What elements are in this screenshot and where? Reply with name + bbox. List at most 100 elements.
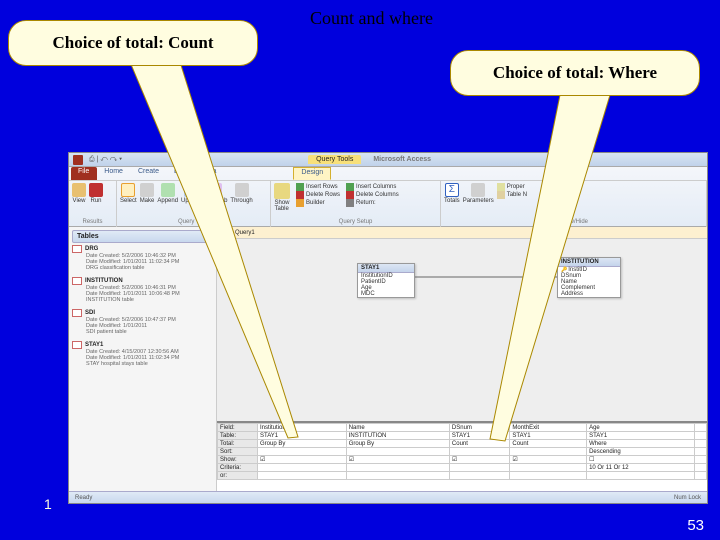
ribbon-tabs: File Home Create External Data Design (69, 167, 707, 181)
grid-cell[interactable]: ☑ (258, 456, 347, 464)
group-results: View Run Results (69, 181, 117, 227)
ribbon-groups: View Run Results Select Make Append Upda… (69, 181, 707, 227)
tab-create[interactable]: Create (131, 167, 167, 180)
grid-cell[interactable] (346, 464, 449, 472)
grid-cell[interactable] (346, 472, 449, 480)
nav-table-item[interactable]: SDI Date Created: 5/2/2006 10:47:37 PM D… (72, 309, 213, 335)
app-name: Microsoft Access (373, 156, 431, 163)
field[interactable]: MDC (358, 291, 414, 297)
qat[interactable]: ⎙ | ↶ ↷ ▾ (89, 156, 122, 164)
grid-cell[interactable]: Name (346, 424, 449, 432)
btn-show-table[interactable]: Show Table (274, 183, 290, 212)
group-show-hide-label: Show/Hide (444, 219, 703, 225)
grid-cell[interactable]: Age (587, 424, 695, 432)
relationship-line (415, 275, 557, 279)
grid-cell[interactable]: ☑ (346, 456, 449, 464)
btn-delete-cols[interactable]: Delete Columns (346, 191, 399, 199)
tab-file[interactable]: File (71, 167, 97, 180)
btn-crosstab[interactable]: Crosstab (203, 183, 227, 204)
btn-insert-rows[interactable]: Insert Rows (296, 183, 340, 191)
field[interactable]: Address (558, 291, 620, 297)
grid-cell[interactable]: STAY1 (510, 432, 587, 440)
btn-table-names[interactable]: Table N (497, 191, 527, 199)
grid-cell[interactable]: Where (587, 440, 695, 448)
btn-totals[interactable]: ΣTotals (444, 183, 460, 204)
grid-cell[interactable] (694, 464, 706, 472)
grid-row-label: Table: (218, 432, 258, 440)
grid-cell[interactable]: Group By (258, 440, 347, 448)
app-body: Tables DRG Date Created: 5/2/2006 10:46:… (69, 227, 707, 491)
grid-cell[interactable]: INSTITUTION (346, 432, 449, 440)
qbe-grid[interactable]: Field:InstitutionIDNameDSnumMonthExitAge… (217, 421, 707, 491)
nav-table-item[interactable]: DRG Date Created: 5/2/2006 10:46:32 PM D… (72, 245, 213, 271)
btn-append[interactable]: Append (157, 183, 178, 204)
footnote: 1 (44, 496, 52, 512)
btn-return[interactable]: Return: (346, 199, 399, 207)
btn-select[interactable]: Select (120, 183, 137, 204)
table-inst-header: INSTITUTION (558, 258, 620, 267)
table-stay-header: STAY1 (358, 264, 414, 273)
table-stay[interactable]: STAY1 InstitutionID PatientID Age MDC (357, 263, 415, 298)
grid-cell[interactable]: ☐ (587, 456, 695, 464)
callout-where: Choice of total: Where (450, 50, 700, 96)
grid-cell[interactable]: Descending (587, 448, 695, 456)
table-institution[interactable]: INSTITUTION InstitID DSnum Name Compleme… (557, 257, 621, 298)
grid-cell[interactable] (510, 472, 587, 480)
grid-cell[interactable]: Count (510, 440, 587, 448)
grid-cell[interactable]: STAY1 (449, 432, 510, 440)
doc-tab[interactable]: Query1 (217, 227, 707, 239)
grid-cell[interactable] (258, 472, 347, 480)
grid-cell[interactable]: MonthExit (510, 424, 587, 432)
btn-parameters[interactable]: Parameters (463, 183, 494, 204)
btn-update[interactable]: Update (181, 183, 200, 204)
group-query-type: Select Make Append Update Crosstab Throu… (117, 181, 271, 227)
nav-table-item[interactable]: INSTITUTION Date Created: 5/2/2006 10:46… (72, 277, 213, 303)
nav-table-item[interactable]: STAY1 Date Created: 4/15/2007 12:30:56 A… (72, 341, 213, 367)
ribbon: File Home Create External Data Design Vi… (69, 167, 707, 227)
btn-through[interactable]: Through (230, 183, 252, 204)
btn-property-sheet[interactable]: Proper (497, 183, 527, 191)
grid-row-label: Total: (218, 440, 258, 448)
grid-cell[interactable] (510, 464, 587, 472)
grid-cell[interactable]: Group By (346, 440, 449, 448)
grid-cell[interactable] (258, 448, 347, 456)
grid-cell[interactable] (346, 448, 449, 456)
status-left: Ready (75, 495, 92, 501)
grid-row-label: Show: (218, 456, 258, 464)
grid-cell[interactable] (694, 424, 706, 432)
btn-delete-rows[interactable]: Delete Rows (296, 191, 340, 199)
grid-cell[interactable] (694, 456, 706, 464)
grid-cell[interactable]: ☑ (510, 456, 587, 464)
tab-external[interactable]: External Data (167, 167, 224, 180)
grid-cell[interactable]: InstitutionID (258, 424, 347, 432)
nav-pane[interactable]: Tables DRG Date Created: 5/2/2006 10:46:… (69, 227, 217, 491)
query-icon (223, 229, 231, 237)
grid-cell[interactable]: STAY1 (258, 432, 347, 440)
grid-cell[interactable] (694, 472, 706, 480)
btn-insert-cols[interactable]: Insert Columns (346, 183, 399, 191)
grid-cell[interactable] (587, 472, 695, 480)
grid-row-label: Criteria: (218, 464, 258, 472)
grid-cell[interactable] (258, 464, 347, 472)
grid-cell[interactable] (449, 472, 510, 480)
btn-run[interactable]: Run (89, 183, 103, 204)
grid-cell[interactable] (694, 448, 706, 456)
design-canvas[interactable]: STAY1 InstitutionID PatientID Age MDC IN… (217, 239, 707, 421)
btn-builder[interactable]: Builder (296, 199, 340, 207)
grid-cell[interactable] (694, 440, 706, 448)
slide-title: Count and where (310, 8, 433, 29)
btn-make[interactable]: Make (140, 183, 155, 204)
grid-cell[interactable]: DSnum (449, 424, 510, 432)
grid-cell[interactable]: Count (449, 440, 510, 448)
grid-cell[interactable] (510, 448, 587, 456)
grid-cell[interactable]: 10 Or 11 Or 12 (587, 464, 695, 472)
grid-cell[interactable]: ☑ (449, 456, 510, 464)
tab-home[interactable]: Home (97, 167, 131, 180)
btn-view[interactable]: View (72, 183, 86, 204)
tab-design[interactable]: Design (293, 167, 331, 180)
nav-header[interactable]: Tables (72, 230, 213, 243)
grid-cell[interactable] (449, 464, 510, 472)
grid-cell[interactable] (694, 432, 706, 440)
grid-cell[interactable]: STAY1 (587, 432, 695, 440)
grid-cell[interactable] (449, 448, 510, 456)
